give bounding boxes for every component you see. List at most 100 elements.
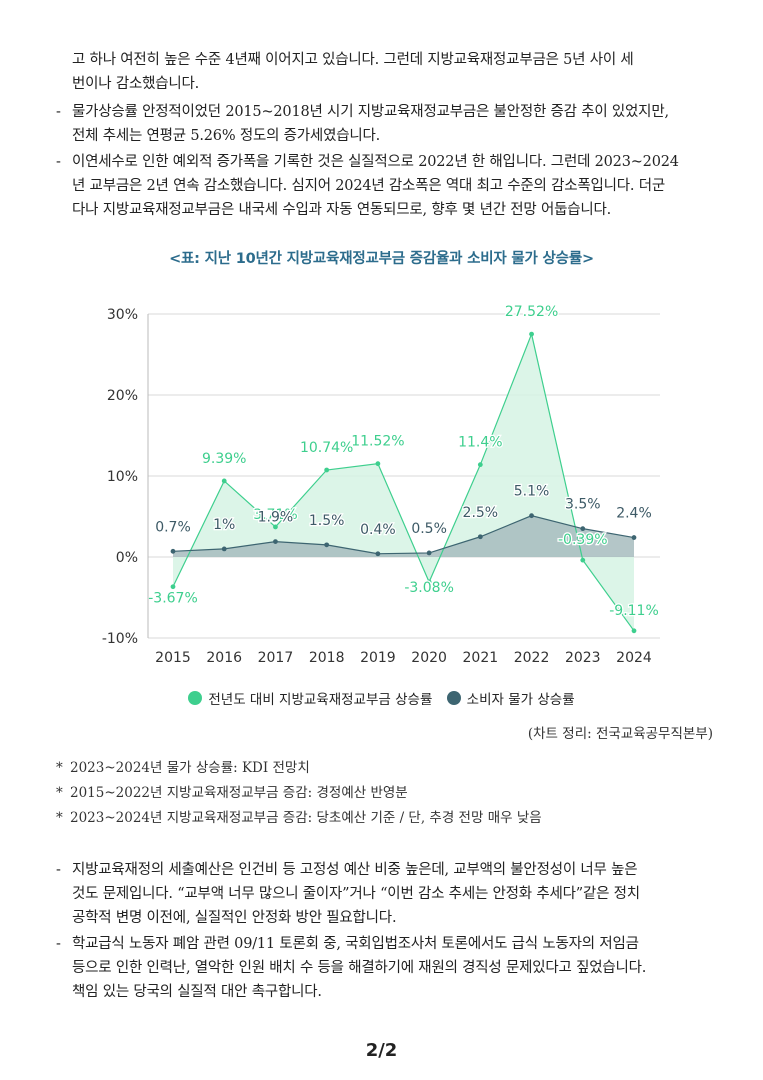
data-label-subsidy: -0.39%: [558, 532, 608, 548]
x-tick-label: 2017: [258, 650, 294, 666]
series-line: [172, 332, 635, 632]
data-point: [273, 524, 278, 530]
text-line: 번이나 감소했습니다.: [72, 76, 200, 92]
text-line: 공학적 변명 이전에, 실질적인 안정화 방안 필요합니다.: [72, 910, 397, 926]
text-line: 이연세수로 인한 예외적 증가폭을 기록한 것은 실질적으로 2022년 한 해…: [72, 154, 679, 170]
data-point: [221, 546, 227, 552]
x-tick-label: 2024: [616, 650, 652, 666]
data-label-subsidy: 9.39%: [202, 451, 246, 467]
data-label-cpi: 0.4%: [360, 522, 396, 538]
data-point: [631, 535, 637, 540]
y-tick-label: -10%: [102, 631, 138, 647]
data-label-cpi: 1.5%: [309, 513, 345, 529]
data-point: [529, 331, 534, 337]
text-line: 고 하나 여전히 높은 수준 4년째 이어지고 있습니다. 그런데 지방교육재정…: [72, 52, 634, 68]
data-label-cpi: 1.9%: [258, 510, 294, 526]
legend-swatch-subsidy: [188, 691, 203, 705]
x-tick-label: 2020: [411, 650, 447, 666]
text-line: 지방교육재정의 세출예산은 인건비 등 고정성 예산 비중 높은데, 교부액의 …: [72, 862, 638, 878]
text-line: 학교급식 노동자 폐암 관련 09/11 토론회 중, 국회입법조사처 토론에서…: [72, 936, 639, 952]
footnote: * 2023~2024년 물가 상승률: KDI 전망치: [56, 756, 310, 776]
footnote-star: *: [56, 760, 63, 776]
data-point: [580, 526, 586, 532]
data-label-subsidy: -3.08%: [404, 580, 454, 596]
data-label-subsidy: 27.52%: [505, 304, 558, 320]
y-tick-label: 0%: [116, 550, 138, 566]
chart-lines: [172, 332, 635, 632]
data-label-subsidy: -3.67%: [148, 591, 198, 607]
data-label-cpi: 2.5%: [463, 505, 499, 521]
footnote-text: 2023~2024년 지방교육재정교부금 증감: 당초예산 기준 / 단, 추경…: [70, 810, 542, 826]
text-line: 다나 지방교육재정교부금은 내국세 수입과 자동 연동되므로, 향후 몇 년간 …: [72, 202, 612, 218]
data-point: [221, 478, 227, 484]
data-point: [324, 542, 330, 548]
footnote: * 2015~2022년 지방교육재정교부금 증감: 경정예산 반영분: [56, 781, 408, 801]
text-line: 것도 문제입니다. “교부액 너무 많으니 줄이자”거나 “이번 감소 추세는 …: [72, 886, 640, 902]
chart-source: (차트 정리: 전국교육공무직본부): [527, 726, 713, 742]
bullet-paragraph: - 학교급식 노동자 폐암 관련 09/11 토론회 중, 국회입법조사처 토론에…: [56, 932, 716, 1004]
series-area: [173, 515, 634, 557]
data-point: [477, 462, 483, 468]
series-line: [172, 515, 635, 555]
footnote: * 2023~2024년 지방교육재정교부금 증감: 당초예산 기준 / 단, 추…: [56, 806, 542, 826]
legend-label-cpi: 소비자 물가 상승률: [466, 692, 575, 708]
text-line: 물가상승률 안정적이었던 2015~2018년 시기 지방교육재정교부금은 불안…: [72, 104, 669, 120]
data-point: [273, 539, 278, 545]
data-point: [324, 467, 330, 473]
bullet-dash: -: [56, 154, 61, 170]
chart-data-labels: -3.67% 9.39% 3.71% 10.74%11.52% -3.08% 11.4% 2…: [147, 303, 660, 620]
y-tick-label: 10%: [107, 469, 138, 485]
bullet-paragraph: - 지방교육재정의 세출예산은 인건비 등 고정성 예산 비중 높은데, 교부액의…: [56, 858, 716, 930]
paragraph-continuation: 고 하나 여전히 높은 수준 4년째 이어지고 있습니다. 그런데 지방교육재정…: [72, 48, 716, 96]
footnote-star: *: [56, 810, 63, 826]
footnote-text: 2023~2024년 물가 상승률: KDI 전망치: [70, 760, 310, 776]
data-label-cpi: 5.1%: [514, 484, 550, 500]
bullet-dash: -: [56, 862, 61, 878]
data-label-cpi: 3.5%: [565, 497, 601, 513]
text-line: 년 교부금은 2년 연속 감소했습니다. 심지어 2024년 감소폭은 역대 최…: [72, 178, 666, 194]
y-tick-label: 30%: [107, 307, 138, 323]
data-point: [170, 584, 176, 590]
data-label-subsidy: 3.71%: [253, 507, 297, 523]
legend-label-subsidy: 전년도 대비 지방교육재정교부금 상승률: [208, 692, 433, 708]
data-point: [529, 513, 534, 519]
bullet-paragraph: - 이연세수로 인한 예외적 증가폭을 기록한 것은 실질적으로 2022년 한 …: [56, 150, 716, 222]
data-point: [426, 579, 432, 585]
bullet-paragraph: - 물가상승률 안정적이었던 2015~2018년 시기 지방교육재정교부금은 불…: [56, 100, 716, 148]
data-label-subsidy: 11.52%: [351, 434, 404, 450]
page-number: 2/2: [365, 1040, 398, 1061]
x-tick-label: 2015: [155, 650, 191, 666]
data-point: [375, 461, 381, 467]
x-tick-label: 2018: [309, 650, 345, 666]
text-line: 등으로 인한 인력난, 열악한 인원 배치 수 등을 해결하기에 재원의 경직성…: [72, 960, 647, 976]
data-label-subsidy: -9.11%: [609, 603, 659, 619]
chart-points: [170, 331, 637, 634]
chart-legend: 전년도 대비 지방교육재정교부금 상승률 소비자 물가 상승률: [0, 688, 763, 709]
text-line: 책임 있는 당국의 실질적 대안 촉구합니다.: [72, 984, 322, 1000]
x-tick-label: 2022: [514, 650, 550, 666]
text-line: 전체 추세는 연평균 5.26% 정도의 증가세였습니다.: [72, 128, 381, 144]
data-point: [477, 534, 483, 540]
data-label-subsidy: 10.74%: [300, 440, 353, 456]
data-label-cpi: 0.5%: [411, 521, 447, 537]
x-tick-label: 2019: [360, 650, 396, 666]
data-label-cpi: 2.4%: [616, 506, 652, 522]
footnote-text: 2015~2022년 지방교육재정교부금 증감: 경정예산 반영분: [70, 785, 408, 801]
chart-areas: [173, 334, 634, 631]
data-point: [580, 557, 586, 563]
chart: -3.67% 9.39% 3.71% 10.74%11.52% -3.08% 11.4% 2…: [102, 303, 660, 666]
data-point: [631, 628, 637, 634]
y-tick-label: 20%: [107, 388, 138, 404]
data-label-cpi: 0.7%: [155, 519, 191, 535]
chart-axes: 30% 20% 10% 0% -10% 2015 2016 2017 2018 2019 2020 2…: [102, 307, 652, 666]
bullet-dash: -: [56, 104, 61, 120]
footnote-star: *: [56, 785, 63, 801]
bullet-dash: -: [56, 936, 61, 952]
x-tick-label: 2021: [463, 650, 499, 666]
x-tick-label: 2016: [206, 650, 242, 666]
chart-title: <표: 지난 10년간 지방교육재정교부금 증감율과 소비자 물가 상승률>: [169, 251, 594, 267]
x-tick-label: 2023: [565, 650, 601, 666]
legend-item-cpi: 소비자 물가 상승률: [446, 688, 575, 708]
data-point: [426, 550, 432, 556]
legend-item-subsidy: 전년도 대비 지방교육재정교부금 상승률: [188, 688, 432, 708]
